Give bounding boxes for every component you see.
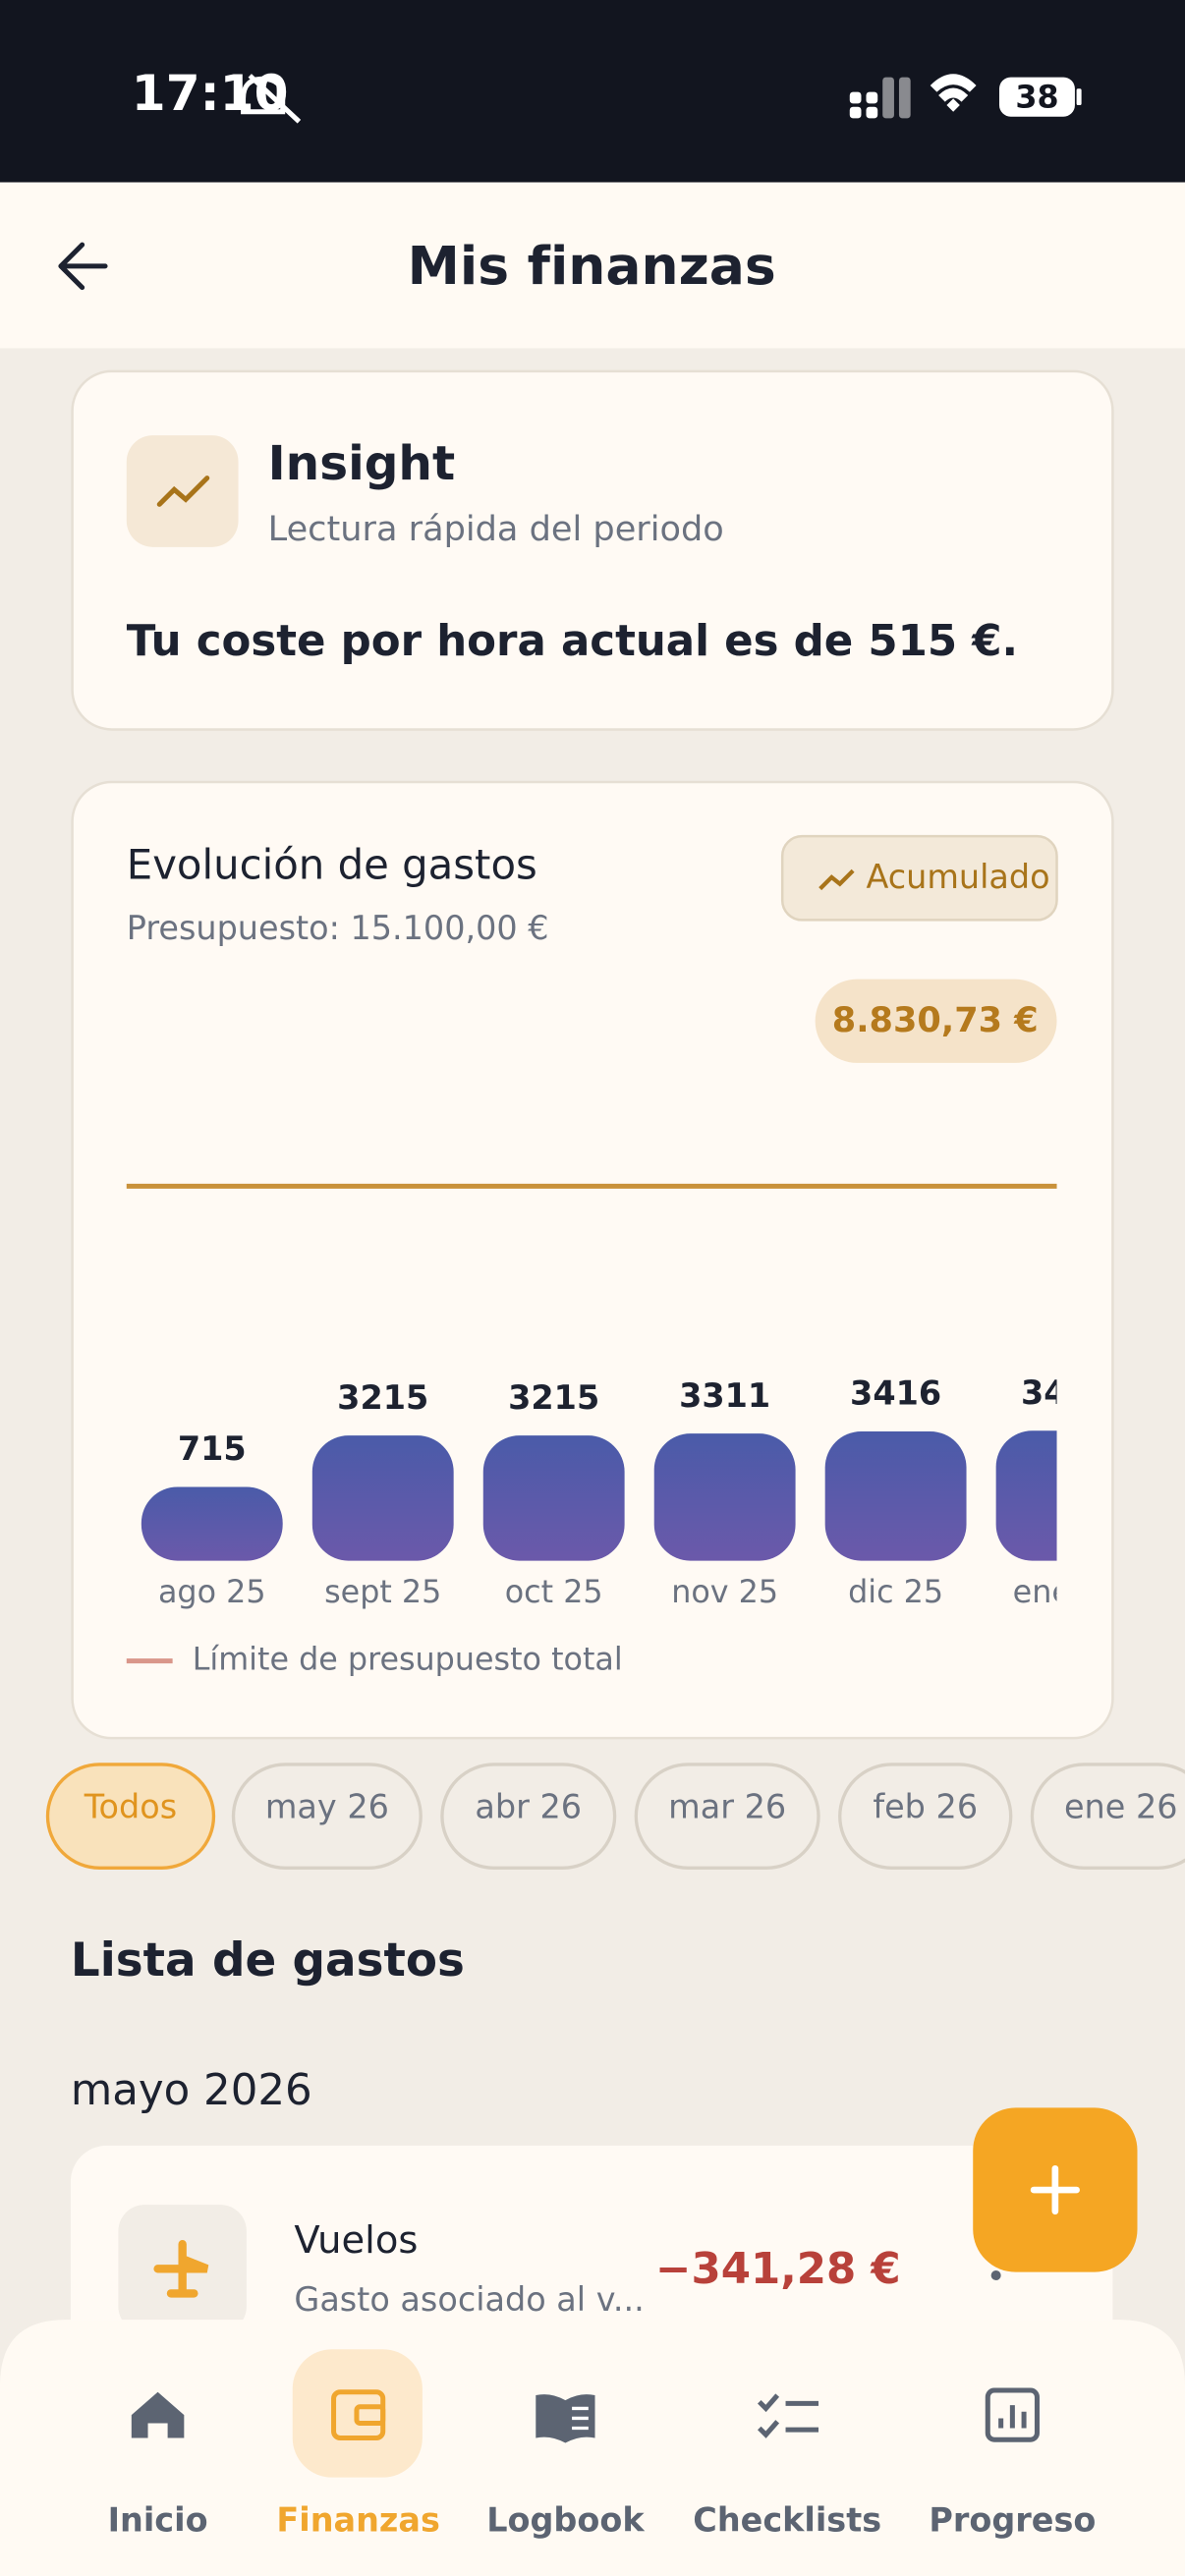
- bar: [141, 1486, 283, 1561]
- bar-value-label: 3311: [679, 1376, 770, 1415]
- filter-chip[interactable]: [440, 1763, 617, 1870]
- chart-subtitle: Presupuesto: 15.100,00 €: [127, 909, 549, 947]
- status-bar: [0, 0, 1185, 183]
- expense-amount: −341,28 €: [655, 2245, 901, 2294]
- header-title: Mis finanzas: [408, 235, 776, 297]
- nav-label[interactable]: Logbook: [486, 2500, 645, 2539]
- x-tick-label: nov 25: [671, 1575, 778, 1610]
- bar: [311, 1435, 454, 1561]
- bar-value-label: 3416: [850, 1374, 941, 1413]
- nav-label[interactable]: Checklists: [693, 2500, 881, 2539]
- bar-group: 715 ago 25 3215 sept 25 3215 oct 25 3311 nov 25…: [141, 1373, 1121, 1610]
- nav-label[interactable]: Inicio: [108, 2500, 208, 2539]
- filter-chip-label: abr 26: [475, 1788, 582, 1826]
- list-title: Lista de gastos: [71, 1934, 465, 1988]
- nav-labels: Inicio Finanzas Logbook Checklists Progreso: [108, 2500, 1097, 2539]
- filter-chip-label: feb 26: [873, 1788, 978, 1826]
- insight-icon-glyph: [156, 476, 210, 507]
- bar-value-label: 3450: [1021, 1373, 1112, 1412]
- filter-chip-label: Todos: [84, 1788, 177, 1826]
- toggle-label: Acumulado: [867, 858, 1050, 896]
- filter-chip[interactable]: [231, 1763, 423, 1870]
- x-tick-label: dic 25: [848, 1575, 943, 1610]
- x-tick-label: ago 25: [158, 1575, 266, 1610]
- filter-chips: Todos may 26 abr 26 mar 26 feb 26 ene 26: [45, 1763, 1185, 1870]
- filter-chip-label: mar 26: [668, 1788, 786, 1826]
- x-tick-label: sept 25: [324, 1575, 441, 1610]
- expense-description: Gasto asociado al v...: [294, 2280, 644, 2319]
- filter-chip-label: may 26: [265, 1788, 389, 1826]
- status-icons: [241, 74, 1082, 124]
- battery-level: 38: [1015, 80, 1058, 115]
- insight-text: Tu coste por hora actual es de 515 €.: [127, 617, 1018, 666]
- total-badge: [815, 979, 1057, 1063]
- app-header: [0, 182, 1185, 349]
- bar-value-label: 715: [178, 1429, 247, 1468]
- insight-card: [71, 369, 1114, 731]
- filter-chip-label: ene 26: [1064, 1788, 1178, 1826]
- total-value: 8.830,73 €: [832, 1000, 1039, 1040]
- chart-title: Evolución de gastos: [127, 840, 537, 888]
- expense-name: Vuelos: [294, 2218, 418, 2263]
- list-month: mayo 2026: [71, 2066, 312, 2115]
- filter-chip[interactable]: [45, 1763, 216, 1870]
- bar: [824, 1430, 967, 1561]
- insight-subtitle: Lectura rápida del periodo: [268, 509, 724, 549]
- filter-chip[interactable]: [838, 1763, 1013, 1870]
- x-tick-label: oct 25: [505, 1575, 603, 1610]
- toggle-button[interactable]: [780, 834, 1058, 922]
- add-icon: [1030, 2164, 1080, 2215]
- nav-label[interactable]: Finanzas: [276, 2500, 439, 2539]
- x-tick-label: ene 26: [1013, 1575, 1121, 1610]
- bar: [482, 1435, 625, 1561]
- nav-label[interactable]: Progreso: [929, 2500, 1096, 2539]
- filter-chip[interactable]: [1030, 1763, 1185, 1870]
- bar-value-label: 3215: [508, 1378, 599, 1417]
- toggle-icon: [818, 868, 855, 891]
- bar: [995, 1430, 1057, 1561]
- bar-value-label: 3215: [337, 1378, 428, 1417]
- insight-title: Insight: [268, 436, 456, 491]
- plane-icon: [153, 2240, 209, 2298]
- more-button[interactable]: [990, 2269, 1001, 2281]
- back-button[interactable]: [58, 242, 108, 291]
- legend-label: Límite de presupuesto total: [193, 1643, 623, 1678]
- filter-chip[interactable]: [634, 1763, 820, 1870]
- insight-icon: [126, 435, 239, 547]
- bar: [653, 1433, 796, 1561]
